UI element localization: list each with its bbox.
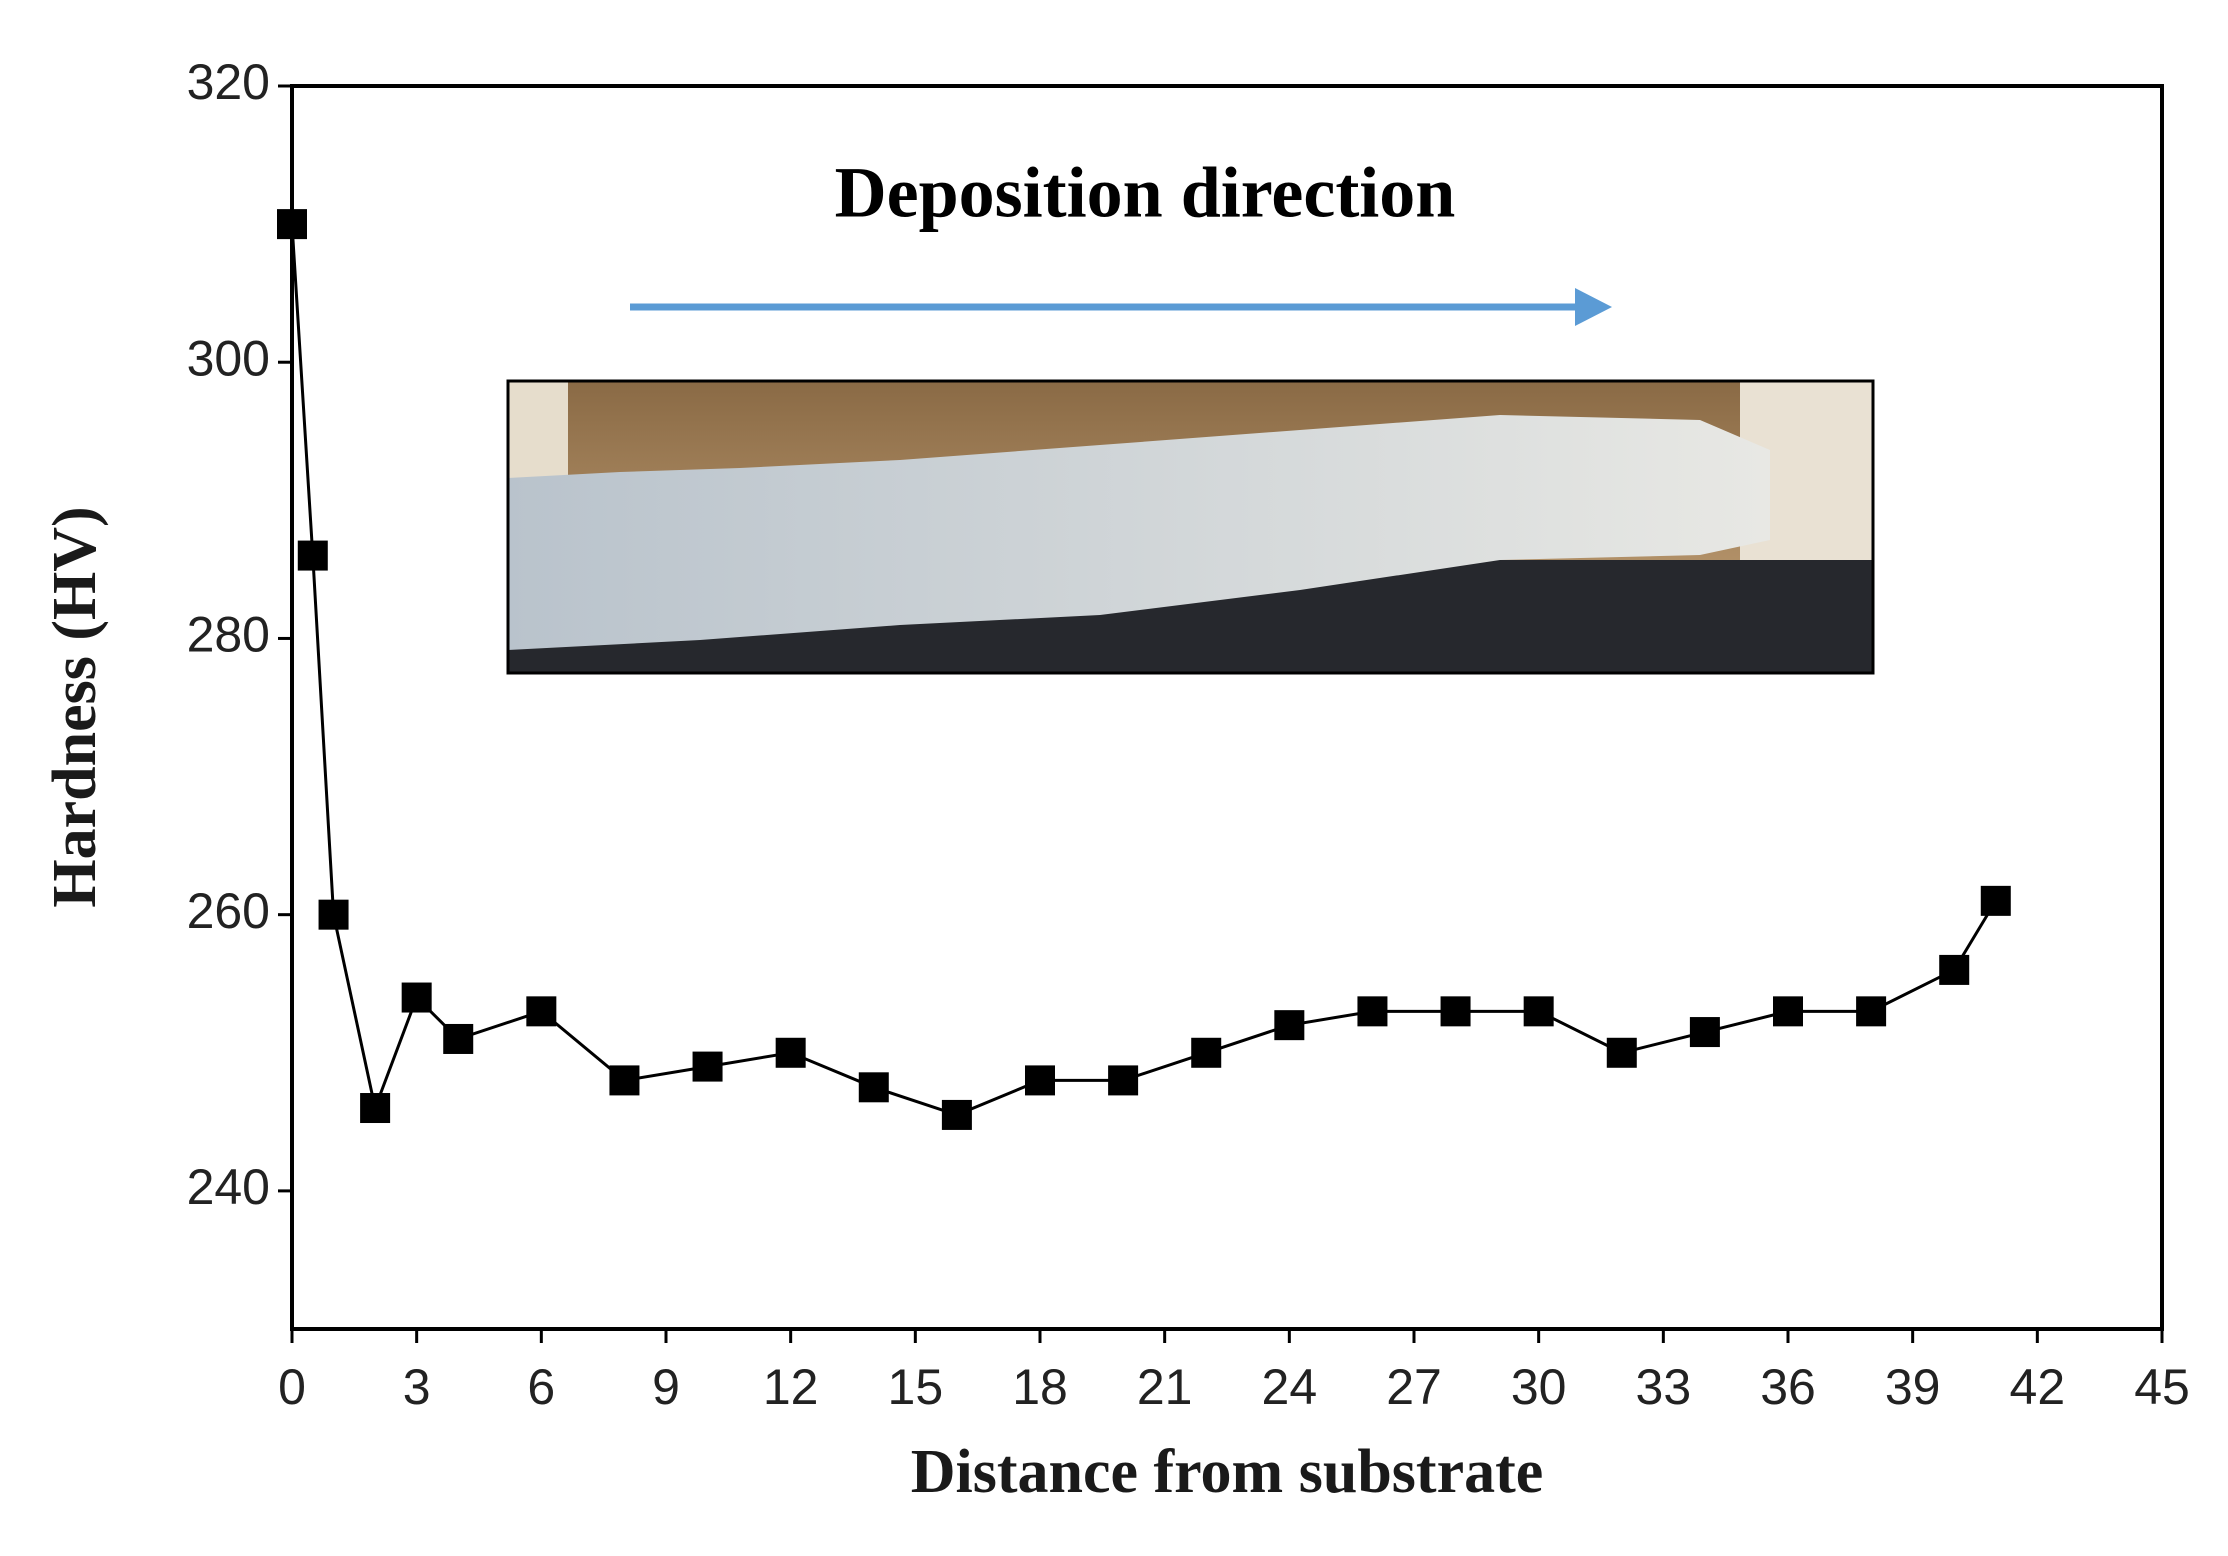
inset-photo <box>506 379 1875 675</box>
marker <box>941 1099 972 1130</box>
x-tick-label: 45 <box>2134 1359 2190 1415</box>
marker <box>277 209 307 240</box>
x-tick-label: 27 <box>1386 1359 1442 1415</box>
marker <box>1357 996 1388 1027</box>
marker <box>526 996 557 1027</box>
x-tick-label: 0 <box>278 1359 306 1415</box>
x-tick-label: 42 <box>2010 1359 2066 1415</box>
marker <box>1523 996 1554 1027</box>
marker <box>1108 1065 1139 1096</box>
x-tick-label: 9 <box>652 1359 680 1415</box>
marker <box>1440 996 1471 1027</box>
marker <box>1773 996 1803 1027</box>
x-tick-label: 30 <box>1511 1359 1567 1415</box>
marker <box>318 899 349 930</box>
y-tick-label: 240 <box>187 1159 270 1215</box>
y-tick-label: 300 <box>187 330 270 386</box>
x-axis-title: Distance from substrate <box>911 1438 1544 1506</box>
marker <box>1025 1065 1055 1096</box>
plot-frame <box>290 84 2164 1331</box>
x-tick-label: 33 <box>1636 1359 1692 1415</box>
marker <box>1606 1037 1637 1068</box>
x-tick-label: 6 <box>527 1359 555 1415</box>
y-tick-label: 260 <box>187 883 270 939</box>
marker <box>1856 996 1887 1027</box>
x-tick-label: 39 <box>1885 1359 1941 1415</box>
marker <box>401 982 432 1013</box>
marker <box>1939 954 1970 985</box>
x-tick-label: 21 <box>1137 1359 1193 1415</box>
marker <box>775 1037 806 1068</box>
marker <box>297 540 328 571</box>
x-tick-label: 3 <box>403 1359 431 1415</box>
marker <box>692 1051 723 1082</box>
x-tick-label: 12 <box>763 1359 819 1415</box>
marker <box>1191 1037 1222 1068</box>
marker <box>360 1093 391 1124</box>
x-tick-label: 15 <box>888 1359 944 1415</box>
x-tick-label: 24 <box>1262 1359 1318 1415</box>
x-tick-label: 36 <box>1760 1359 1816 1415</box>
marker <box>1689 1017 1720 1048</box>
direction-arrow-head <box>1575 288 1612 326</box>
marker <box>609 1065 640 1096</box>
y-axis-title: Hardness (HV) <box>41 506 109 907</box>
y-tick-label: 280 <box>187 607 270 663</box>
annotation: Deposition direction <box>835 153 1456 233</box>
x-tick-label: 18 <box>1012 1359 1068 1415</box>
marker <box>1274 1010 1305 1041</box>
y-tick-label: 320 <box>187 54 270 110</box>
marker <box>443 1023 474 1054</box>
marker <box>858 1072 889 1103</box>
marker <box>1980 885 2011 916</box>
